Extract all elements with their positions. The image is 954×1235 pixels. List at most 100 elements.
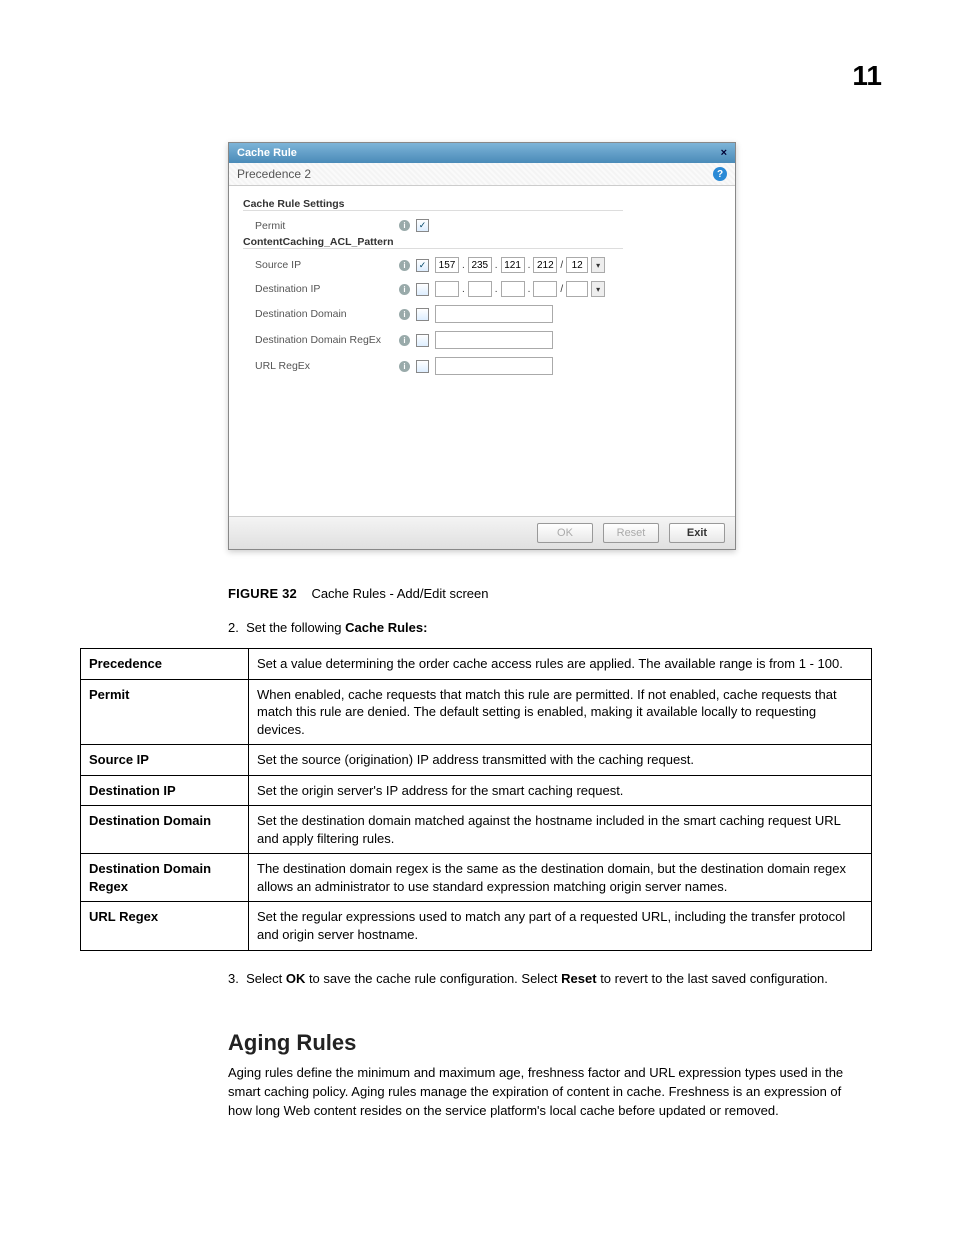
row-permit: Permit i ✓	[243, 215, 721, 236]
slash-sep: /	[560, 260, 563, 271]
param-cell: Permit	[81, 679, 249, 745]
source-ip-label: Source IP	[255, 259, 393, 271]
row-dest-domain: Destination Domain i ✓	[243, 301, 721, 327]
dialog-body: Cache Rule Settings Permit i ✓ ContentCa…	[229, 186, 735, 516]
param-cell: Source IP	[81, 745, 249, 776]
param-cell: Destination Domain Regex	[81, 854, 249, 902]
source-ip-octet-4[interactable]	[533, 257, 557, 273]
mask-dropdown-icon[interactable]: ▾	[591, 257, 605, 273]
table-row: Source IPSet the source (origination) IP…	[81, 745, 872, 776]
permit-checkbox[interactable]: ✓	[416, 219, 429, 232]
help-icon[interactable]: ?	[713, 167, 727, 181]
mask-dropdown-icon[interactable]: ▾	[591, 281, 605, 297]
cache-rule-dialog: Cache Rule × Precedence 2 ? Cache Rule S…	[228, 142, 736, 550]
table-row: Destination DomainSet the destination do…	[81, 806, 872, 854]
info-icon[interactable]: i	[399, 309, 410, 320]
row-dest-ip: Destination IP i ✓ . . . / ▾	[243, 277, 721, 301]
source-ip-octet-1[interactable]	[435, 257, 459, 273]
desc-cell: Set the source (origination) IP address …	[249, 745, 872, 776]
permit-label: Permit	[255, 220, 393, 232]
desc-cell: Set the destination domain matched again…	[249, 806, 872, 854]
step-3-reset: Reset	[561, 971, 596, 986]
row-dest-domain-regex: Destination Domain RegEx i ✓	[243, 327, 721, 353]
dest-domain-regex-checkbox[interactable]: ✓	[416, 334, 429, 347]
step-2-bold: Cache Rules:	[345, 620, 427, 635]
exit-button[interactable]: Exit	[669, 523, 725, 543]
dest-ip-label: Destination IP	[255, 283, 393, 295]
step-3-c: to revert to the last saved configuratio…	[597, 971, 828, 986]
url-regex-checkbox[interactable]: ✓	[416, 360, 429, 373]
param-cell: Destination Domain	[81, 806, 249, 854]
dest-domain-checkbox[interactable]: ✓	[416, 308, 429, 321]
figure-caption-text: Cache Rules - Add/Edit screen	[311, 586, 488, 601]
aging-rules-heading: Aging Rules	[228, 1030, 356, 1056]
row-url-regex: URL RegEx i ✓	[243, 353, 721, 379]
section-acl-pattern: ContentCaching_ACL_Pattern	[243, 236, 623, 249]
close-icon[interactable]: ×	[721, 147, 727, 159]
dialog-footer: OK Reset Exit	[229, 516, 735, 549]
dest-domain-label: Destination Domain	[255, 308, 393, 320]
aging-rules-body: Aging rules define the minimum and maxim…	[228, 1064, 868, 1121]
dest-ip-octet-1[interactable]	[435, 281, 459, 297]
dest-domain-regex-input[interactable]	[435, 331, 553, 349]
figure-number: FIGURE 32	[228, 586, 297, 601]
step-2: 2. Set the following Cache Rules:	[228, 620, 427, 635]
step-2-text-a: Set the following	[246, 620, 345, 635]
dest-ip-inputs: . . . / ▾	[435, 281, 605, 297]
source-ip-octet-3[interactable]	[501, 257, 525, 273]
source-ip-octet-2[interactable]	[468, 257, 492, 273]
step-3: 3. Select OK to save the cache rule conf…	[228, 970, 868, 988]
ok-button[interactable]: OK	[537, 523, 593, 543]
step-3-b: to save the cache rule configuration. Se…	[305, 971, 561, 986]
dot-sep: .	[462, 284, 465, 295]
step-3-ok: OK	[286, 971, 306, 986]
source-ip-mask[interactable]	[566, 257, 588, 273]
precedence-value: 2	[304, 167, 311, 181]
dot-sep: .	[528, 260, 531, 271]
info-icon[interactable]: i	[399, 284, 410, 295]
info-icon[interactable]: i	[399, 361, 410, 372]
table-row: PrecedenceSet a value determining the or…	[81, 649, 872, 680]
source-ip-checkbox[interactable]: ✓	[416, 259, 429, 272]
row-source-ip: Source IP i ✓ . . . / ▾	[243, 253, 721, 277]
url-regex-input[interactable]	[435, 357, 553, 375]
dialog-titlebar: Cache Rule ×	[229, 143, 735, 163]
dest-ip-octet-2[interactable]	[468, 281, 492, 297]
desc-cell: Set the regular expressions used to matc…	[249, 902, 872, 950]
desc-cell: The destination domain regex is the same…	[249, 854, 872, 902]
param-cell: Destination IP	[81, 775, 249, 806]
dest-ip-octet-3[interactable]	[501, 281, 525, 297]
slash-sep: /	[560, 284, 563, 295]
dest-domain-input[interactable]	[435, 305, 553, 323]
precedence-bar: Precedence 2 ?	[229, 163, 735, 186]
step-3-num: 3.	[228, 971, 239, 986]
cache-rules-table: PrecedenceSet a value determining the or…	[80, 648, 872, 951]
reset-button[interactable]: Reset	[603, 523, 659, 543]
param-cell: URL Regex	[81, 902, 249, 950]
precedence-label: Precedence 2	[237, 167, 311, 181]
desc-cell: Set a value determining the order cache …	[249, 649, 872, 680]
dot-sep: .	[495, 260, 498, 271]
precedence-label-text: Precedence	[237, 167, 301, 181]
figure-caption: FIGURE 32 Cache Rules - Add/Edit screen	[228, 586, 488, 601]
table-row: Destination IPSet the origin server's IP…	[81, 775, 872, 806]
source-ip-inputs: . . . / ▾	[435, 257, 605, 273]
info-icon[interactable]: i	[399, 220, 410, 231]
info-icon[interactable]: i	[399, 260, 410, 271]
info-icon[interactable]: i	[399, 335, 410, 346]
page-number: 11	[852, 60, 882, 92]
dest-domain-regex-label: Destination Domain RegEx	[255, 334, 393, 346]
step-2-num: 2.	[228, 620, 239, 635]
dest-ip-checkbox[interactable]: ✓	[416, 283, 429, 296]
dialog-title-text: Cache Rule	[237, 147, 297, 159]
desc-cell: Set the origin server's IP address for t…	[249, 775, 872, 806]
dot-sep: .	[462, 260, 465, 271]
dest-ip-octet-4[interactable]	[533, 281, 557, 297]
param-cell: Precedence	[81, 649, 249, 680]
table-row: PermitWhen enabled, cache requests that …	[81, 679, 872, 745]
dest-ip-mask[interactable]	[566, 281, 588, 297]
table-row: Destination Domain RegexThe destination …	[81, 854, 872, 902]
step-3-a: Select	[246, 971, 286, 986]
desc-cell: When enabled, cache requests that match …	[249, 679, 872, 745]
section-cache-rule-settings: Cache Rule Settings	[243, 198, 623, 211]
